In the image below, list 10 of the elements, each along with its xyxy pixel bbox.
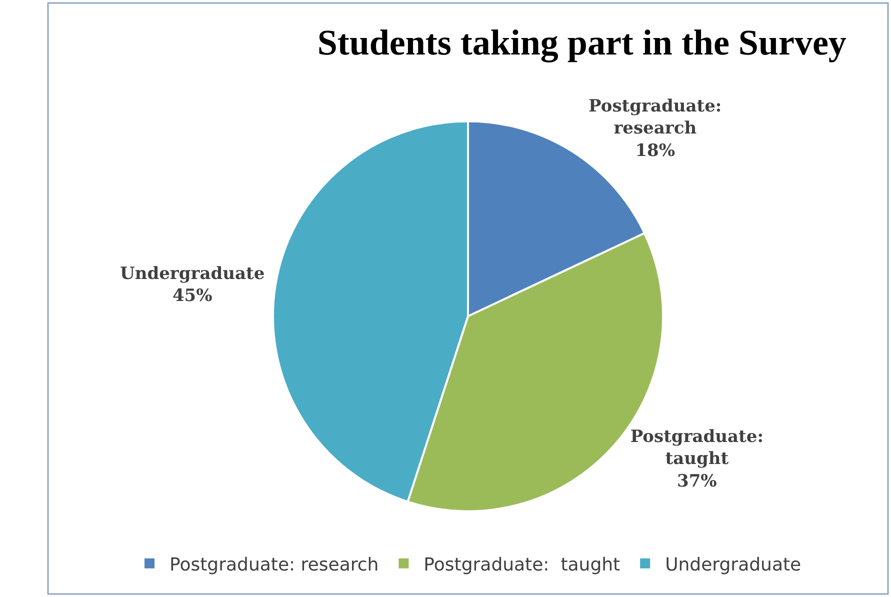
slice-label: Undergraduate: [120, 264, 265, 284]
slice-label: Postgraduate: taught: [630, 427, 764, 470]
data-label: 37%: [677, 471, 717, 492]
chart-title: Students taking part in the Survey: [317, 22, 846, 62]
legend-label: Undergraduate: [665, 554, 802, 576]
slice-label: Postgraduate: research: [588, 96, 722, 139]
data-label: 45%: [172, 286, 212, 306]
legend-label: Postgraduate: research: [170, 554, 379, 576]
legend-label: Postgraduate: taught: [424, 554, 620, 576]
data-label: 18%: [635, 140, 676, 161]
